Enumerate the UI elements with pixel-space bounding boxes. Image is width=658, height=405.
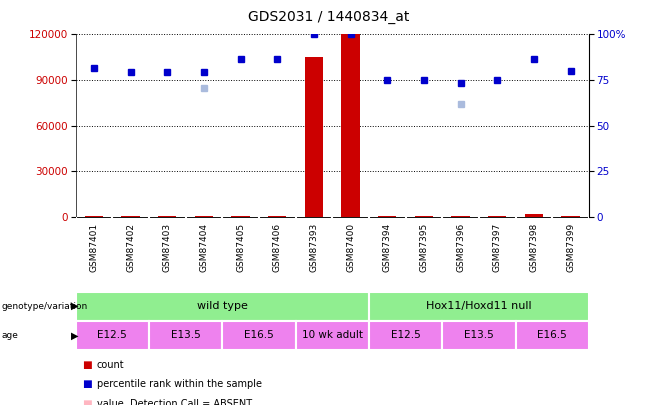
Text: E12.5: E12.5 <box>391 330 420 340</box>
Text: GSM87396: GSM87396 <box>456 223 465 272</box>
Bar <box>305 57 323 217</box>
Text: GSM87400: GSM87400 <box>346 223 355 272</box>
Text: wild type: wild type <box>197 301 248 311</box>
Text: ▶: ▶ <box>71 330 78 340</box>
Bar <box>232 216 250 217</box>
Text: age: age <box>1 331 18 340</box>
Text: GSM87406: GSM87406 <box>273 223 282 272</box>
Text: E16.5: E16.5 <box>244 330 274 340</box>
Text: ■: ■ <box>82 379 92 389</box>
Text: Hox11/Hoxd11 null: Hox11/Hoxd11 null <box>426 301 532 311</box>
Text: GSM87403: GSM87403 <box>163 223 172 272</box>
Text: genotype/variation: genotype/variation <box>1 302 88 311</box>
Text: ▶: ▶ <box>71 301 78 311</box>
Text: GSM87404: GSM87404 <box>199 223 209 272</box>
Text: ■: ■ <box>82 399 92 405</box>
Text: E13.5: E13.5 <box>171 330 201 340</box>
Text: count: count <box>97 360 124 370</box>
Text: GSM87394: GSM87394 <box>383 223 392 272</box>
Text: ■: ■ <box>82 360 92 370</box>
Text: 10 wk adult: 10 wk adult <box>302 330 363 340</box>
Bar <box>268 216 286 217</box>
Text: GSM87405: GSM87405 <box>236 223 245 272</box>
Text: GSM87398: GSM87398 <box>530 223 538 272</box>
Text: GSM87399: GSM87399 <box>566 223 575 272</box>
Text: GSM87393: GSM87393 <box>309 223 318 272</box>
Text: percentile rank within the sample: percentile rank within the sample <box>97 379 262 389</box>
Text: GSM87401: GSM87401 <box>89 223 99 272</box>
Text: GDS2031 / 1440834_at: GDS2031 / 1440834_at <box>248 10 410 24</box>
Bar <box>195 216 213 217</box>
Text: GSM87402: GSM87402 <box>126 223 135 272</box>
Text: value, Detection Call = ABSENT: value, Detection Call = ABSENT <box>97 399 252 405</box>
Text: GSM87395: GSM87395 <box>419 223 428 272</box>
Bar <box>342 34 360 217</box>
Text: E16.5: E16.5 <box>538 330 567 340</box>
Bar <box>524 214 543 217</box>
Text: E13.5: E13.5 <box>464 330 494 340</box>
Text: GSM87397: GSM87397 <box>493 223 502 272</box>
Text: E12.5: E12.5 <box>97 330 127 340</box>
